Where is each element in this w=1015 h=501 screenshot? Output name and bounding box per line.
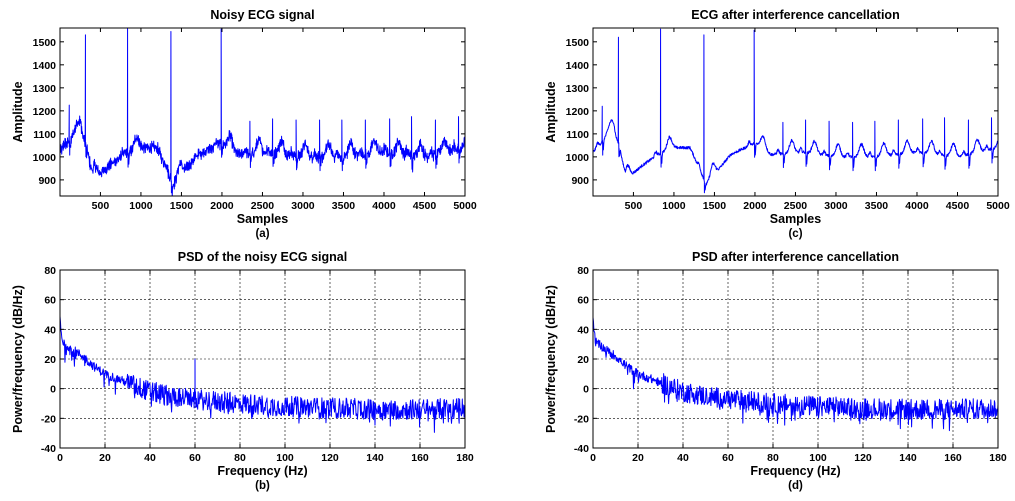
panel-caption: (a) bbox=[255, 228, 269, 240]
x-tick-label: 40 bbox=[144, 452, 156, 464]
panel-a: 500 1000 1500 2000 2500 3000 3500 4000 4500 5000 9… bbox=[11, 8, 477, 240]
y-tick-label: 1300 bbox=[33, 83, 57, 95]
x-tick-label: 40 bbox=[677, 452, 689, 464]
y-tick-label: 0 bbox=[583, 384, 589, 396]
x-tick-label: 1500 bbox=[703, 200, 727, 212]
x-tick-label: 4000 bbox=[905, 200, 929, 212]
y-tick-label: 60 bbox=[577, 295, 589, 307]
y-tick-label: 900 bbox=[38, 175, 56, 187]
x-tick-label: 80 bbox=[234, 452, 246, 464]
series-trace bbox=[60, 28, 465, 196]
y-tick-label: 0 bbox=[50, 384, 56, 396]
y-axis-label: Amplitude bbox=[544, 81, 558, 142]
x-tick-label: 180 bbox=[456, 452, 474, 464]
panel-caption: (c) bbox=[788, 228, 802, 240]
x-tick-label: 1000 bbox=[662, 200, 686, 212]
x-tick-label: 180 bbox=[989, 452, 1007, 464]
x-axis-label: Frequency (Hz) bbox=[217, 464, 307, 478]
chart-title: PSD after interference cancellation bbox=[692, 250, 899, 264]
series-trace bbox=[60, 316, 465, 433]
x-tick-label: 4500 bbox=[946, 200, 970, 212]
series-trace bbox=[593, 317, 998, 432]
x-tick-label: 5000 bbox=[453, 200, 477, 212]
panel-c: 500 1000 1500 2000 2500 3000 3500 4000 4500 5000 9… bbox=[544, 8, 1010, 240]
y-tick-label: 40 bbox=[44, 324, 56, 336]
y-tick-label: 80 bbox=[44, 265, 56, 277]
y-tick-label: 1400 bbox=[566, 60, 590, 72]
panel-d: 0 20 40 60 80 100 120 140 160 180 -40 -20 0 20 40 60 80 P… bbox=[544, 250, 1007, 492]
panel-b: 0 20 40 60 80 100 120 140 160 180 -40 -20 0 20 40 60 80 P… bbox=[11, 250, 474, 492]
y-tick-label: -20 bbox=[41, 413, 56, 425]
x-tick-label: 4500 bbox=[413, 200, 437, 212]
x-tick-label: 3000 bbox=[291, 200, 315, 212]
x-tick-label: 1500 bbox=[170, 200, 194, 212]
x-tick-label: 60 bbox=[722, 452, 734, 464]
panel-caption: (d) bbox=[788, 480, 803, 492]
x-tick-label: 100 bbox=[809, 452, 827, 464]
y-tick-label: -20 bbox=[574, 413, 589, 425]
y-tick-label: 1100 bbox=[566, 129, 589, 141]
y-tick-label: 1000 bbox=[33, 152, 57, 164]
chart-title: PSD of the noisy ECG signal bbox=[178, 250, 347, 264]
x-tick-label: 140 bbox=[366, 452, 384, 464]
y-tick-label: 80 bbox=[577, 265, 589, 277]
x-tick-label: 20 bbox=[99, 452, 111, 464]
x-tick-label: 2500 bbox=[251, 200, 275, 212]
y-tick-label: 1000 bbox=[566, 152, 590, 164]
x-axis-label: Frequency (Hz) bbox=[750, 464, 840, 478]
y-axis-label: Power/frequency (dB/Hz) bbox=[11, 285, 25, 433]
y-tick-label: 40 bbox=[577, 324, 589, 336]
y-tick-label: -40 bbox=[574, 443, 589, 455]
series-trace bbox=[593, 28, 998, 194]
x-tick-label: 0 bbox=[57, 452, 63, 464]
x-tick-label: 160 bbox=[411, 452, 429, 464]
y-tick-label: 1200 bbox=[566, 106, 590, 118]
x-tick-label: 500 bbox=[625, 200, 643, 212]
x-tick-label: 0 bbox=[590, 452, 596, 464]
chart-title: ECG after interference cancellation bbox=[691, 8, 899, 22]
x-tick-label: 140 bbox=[899, 452, 917, 464]
panel-caption: (b) bbox=[255, 480, 270, 492]
x-tick-label: 3000 bbox=[824, 200, 848, 212]
x-tick-label: 120 bbox=[321, 452, 339, 464]
y-tick-label: 1400 bbox=[33, 60, 57, 72]
x-tick-label: 3500 bbox=[332, 200, 356, 212]
x-tick-label: 3500 bbox=[865, 200, 889, 212]
y-tick-label: 60 bbox=[44, 295, 56, 307]
x-tick-label: 4000 bbox=[372, 200, 396, 212]
x-axis-label: Samples bbox=[237, 212, 288, 226]
y-tick-label: 1300 bbox=[566, 83, 590, 95]
y-tick-label: 1100 bbox=[33, 129, 56, 141]
x-tick-label: 100 bbox=[276, 452, 294, 464]
x-tick-label: 500 bbox=[92, 200, 110, 212]
y-tick-label: 20 bbox=[577, 354, 589, 366]
x-tick-label: 2000 bbox=[743, 200, 767, 212]
x-tick-label: 1000 bbox=[129, 200, 153, 212]
x-tick-label: 120 bbox=[854, 452, 872, 464]
y-axis-label: Power/frequency (dB/Hz) bbox=[544, 285, 558, 433]
y-tick-label: 1500 bbox=[566, 37, 590, 49]
y-tick-label: 20 bbox=[44, 354, 56, 366]
y-tick-label: -40 bbox=[41, 443, 56, 455]
x-tick-label: 2500 bbox=[784, 200, 808, 212]
plot-area bbox=[592, 27, 999, 197]
chart-title: Noisy ECG signal bbox=[210, 8, 314, 22]
x-axis-label: Samples bbox=[770, 212, 821, 226]
y-tick-label: 1500 bbox=[33, 37, 57, 49]
y-tick-label: 900 bbox=[571, 175, 589, 187]
x-tick-label: 5000 bbox=[986, 200, 1010, 212]
x-tick-label: 60 bbox=[189, 452, 201, 464]
y-tick-label: 1200 bbox=[33, 106, 57, 118]
plot-area bbox=[59, 27, 466, 197]
x-tick-label: 160 bbox=[944, 452, 962, 464]
x-tick-label: 20 bbox=[632, 452, 644, 464]
y-axis-label: Amplitude bbox=[11, 81, 25, 142]
x-tick-label: 2000 bbox=[210, 200, 234, 212]
x-tick-label: 80 bbox=[767, 452, 779, 464]
